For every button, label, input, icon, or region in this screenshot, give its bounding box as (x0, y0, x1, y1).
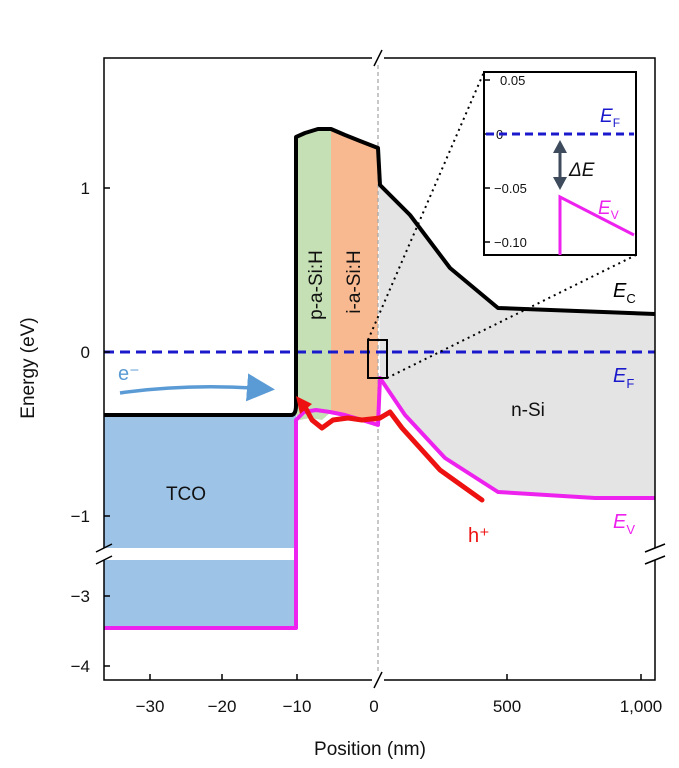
x-tick-label: 1,000 (620, 697, 663, 716)
zoom-guide-top (367, 71, 485, 341)
inset-y-tick-label: −0.05 (494, 181, 527, 196)
frame-break-right (649, 548, 659, 560)
region-label-p: p-a-Si:H (306, 250, 327, 320)
frame-break-left (100, 548, 110, 560)
region-label-tco: TCO (166, 484, 206, 505)
axis-break-gap (104, 548, 655, 560)
region-label-i: i-a-Si:H (344, 250, 365, 313)
y-tick-label: 1 (81, 179, 90, 198)
y-tick-label: −4 (71, 657, 90, 676)
y-axis-title: Energy (eV) (18, 317, 39, 418)
region-label-n: n-Si (511, 400, 545, 421)
region-fills (104, 129, 655, 628)
axis-break-marks (95, 49, 666, 689)
conduction-band-line (104, 127, 656, 417)
y-tick-label: 0 (81, 343, 90, 362)
hole-path-arrow (301, 402, 485, 503)
inset-delta-arrowhead-down (553, 177, 567, 190)
ev-label: EV (613, 511, 635, 537)
inset-y-tick-label: 0.05 (500, 73, 525, 88)
tick-marks (104, 187, 642, 680)
inset-delta-label: ΔE (568, 160, 595, 181)
p-layer-region (296, 129, 331, 420)
x-tick-label: 0 (369, 697, 378, 716)
ef-label: EF (613, 365, 634, 391)
n-si-region (378, 148, 655, 498)
y-tick-label: −1 (71, 507, 90, 526)
electron-arrow (119, 373, 275, 402)
zoom-box (367, 339, 388, 379)
inset-delta-arrowhead-up (553, 140, 567, 153)
electron-label: e⁻ (118, 363, 140, 385)
x-tick-label: 500 (493, 697, 521, 716)
x-tick-label: −20 (208, 697, 237, 716)
x-tick-label: −30 (136, 697, 165, 716)
hole-arrowhead (296, 396, 312, 414)
inset-ef-label: EF (600, 106, 620, 130)
y-tick-label: −3 (71, 587, 90, 606)
hole-label: h⁺ (468, 525, 490, 547)
zoom-guide-bottom (386, 254, 637, 379)
inset-plot: 0.05 0 −0.05 −0.10 ΔE EF EV (483, 71, 637, 256)
x-axis-title: Position (nm) (314, 739, 426, 760)
ec-label: EC (613, 280, 636, 306)
inset-valence-band-line (558, 194, 635, 255)
x-tick-label: −10 (283, 697, 312, 716)
inset-y-tick-label: −0.10 (494, 235, 527, 250)
tco-region (104, 415, 296, 628)
inset-ev-label: EV (598, 198, 619, 222)
